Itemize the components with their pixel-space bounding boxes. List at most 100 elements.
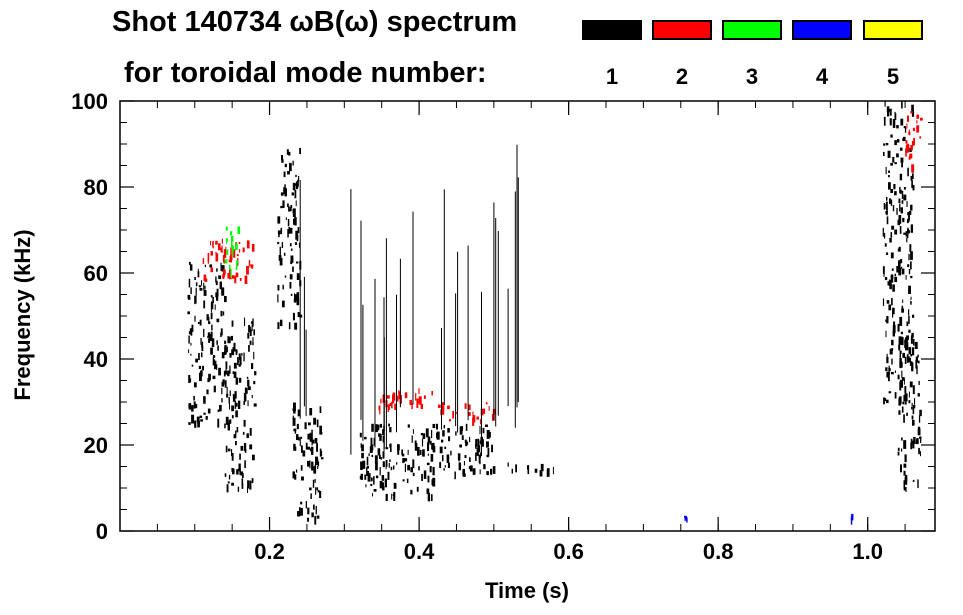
spectrum-mark [231,235,234,242]
spectrum-mark [203,396,206,404]
spectrum-mark [375,463,378,471]
spectrum-mark [899,259,901,264]
spectrum-mark [251,478,254,484]
spectrum-mark [898,336,902,345]
spectrum-mark [851,513,854,517]
spectrum-mark [311,439,315,444]
y-axis-label: Frequency (kHz) [10,229,35,400]
spectrum-mark [208,321,211,325]
spectrum-mark [307,517,309,522]
spectrum-mark [479,425,481,435]
spectrum-mark [294,474,297,480]
spectrum-mark [243,419,246,427]
spectrum-mark [203,300,206,309]
spectrum-mark [903,463,907,468]
spectrum-mark [385,460,388,467]
spectrum-mark [896,125,899,129]
spectrum-mark [244,317,246,326]
spectrum-mark [227,370,230,377]
spectrum-mark [318,461,320,467]
spectrum-mark [382,451,385,459]
spectrum-mark [401,453,405,457]
spectrum-mark [219,281,222,290]
spectrum-mark [243,392,247,402]
spectrum-mark [365,484,367,488]
spectrum-mark [283,187,286,194]
spectrum-mark [201,345,204,352]
spectrum-mark [224,340,227,344]
spectrum-mark [909,361,912,366]
spectrum-mark [375,475,379,479]
spectrum-mark [918,447,920,455]
spectrum-mark [290,293,293,296]
spectrum-mark [885,201,888,210]
spectrum-mark [252,318,254,327]
spectrum-mark [221,398,223,403]
spectrum-mark [443,424,445,429]
spectrum-mark [294,322,298,330]
spectrum-mark [310,493,312,499]
spectrum-mark [908,347,912,355]
spectrum-mark [199,373,202,382]
spectrum-mark [894,392,897,399]
spectrum-mark [281,159,284,163]
spectrum-mark [194,315,196,322]
spectrum-mark [294,212,296,221]
spectrum-mark [890,189,893,193]
spectrum-mark [228,419,231,424]
spectrum-mark [251,265,253,269]
spectrum-mark [908,309,910,316]
spectrum-mark [382,436,385,443]
spectrum-mark [920,117,923,121]
spectrum-mark [896,208,898,215]
spectrum-mark [201,352,203,358]
spectrum-mark [252,342,254,346]
spectrum-mark [889,238,892,243]
spectrum-mark [914,341,918,349]
spectrum-mark [296,261,299,264]
spectrum-mark [202,365,204,371]
spectrum-mark [214,304,216,310]
legend-swatch-4 [792,20,852,40]
spectrum-mark [229,353,232,358]
spectrum-mark [397,448,400,455]
spectrum-mark [247,379,250,387]
spectrum-mark [899,226,902,234]
spectrum-mark [296,469,298,473]
spectrum-mark [191,324,194,332]
spectrum-mark [462,473,466,477]
series-n=1-region-1 [224,317,257,493]
spectrum-mark [887,150,891,158]
spectrum-mark [228,397,230,404]
spectrum-mark [465,423,468,431]
spectrum-mark [200,338,202,345]
spectrum-mark [239,249,241,253]
spectrum-mark [360,461,363,470]
spectrum-mark [904,477,908,485]
series-n=4-region-0 [684,515,688,523]
spectrum-mark [888,170,890,173]
spectrum-mark [393,465,395,470]
spectrum-mark [367,473,371,482]
spectrum-mark [304,422,307,430]
spectrum-mark [890,252,894,259]
spectrum-mark [420,403,423,409]
spectrum-mark [301,476,304,481]
spectrum-mark [392,394,395,404]
spectrum-mark [293,443,296,450]
spectrum-mark [210,295,213,298]
spectrum-mark [227,336,230,344]
spectrum-mark [229,403,230,410]
spectrum-mark [909,153,913,159]
spectrum-mark [369,446,373,453]
spectrum-mark [905,145,908,152]
spectrum-mark [319,406,322,413]
spectrum-mark [427,453,429,456]
spectrum-mark [908,129,910,136]
spectrum-mark [444,446,447,449]
spectrum-mark [436,432,439,439]
spectrum-mark [903,487,906,491]
spectrum-mark [298,436,300,441]
spectrum-mark [212,355,216,358]
spectrum-mark [244,387,248,394]
